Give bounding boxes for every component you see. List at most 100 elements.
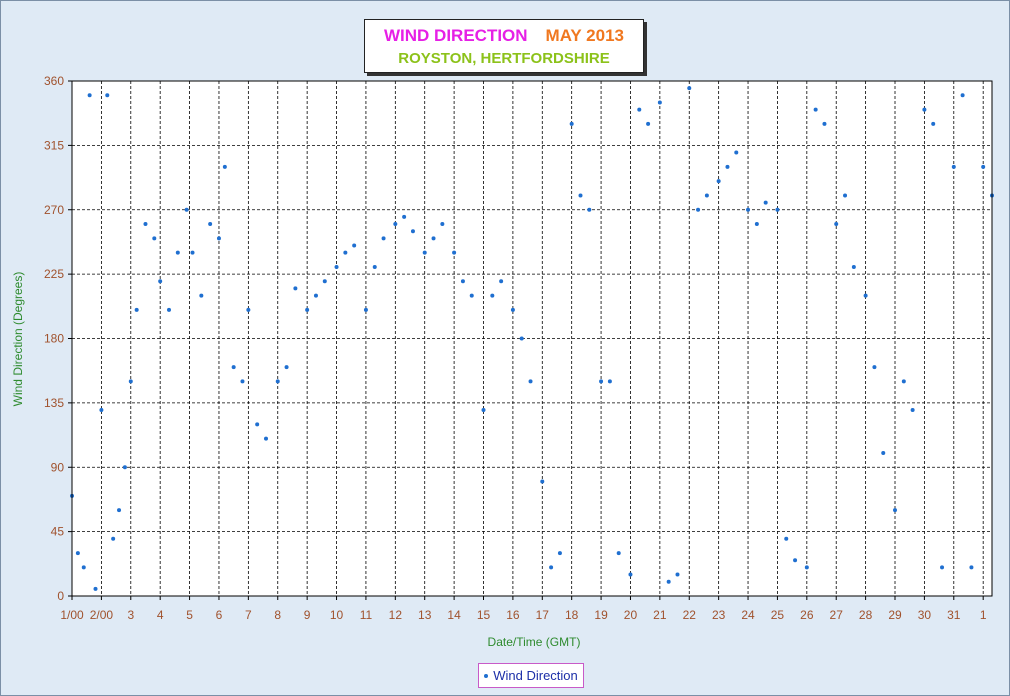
y-tick-label: 90 bbox=[51, 460, 65, 474]
data-point bbox=[637, 107, 642, 112]
x-tick-label: 1 bbox=[980, 608, 987, 622]
data-point bbox=[804, 565, 809, 570]
data-point bbox=[881, 450, 886, 455]
data-point bbox=[166, 307, 171, 312]
data-point bbox=[519, 336, 524, 341]
data-point bbox=[960, 93, 965, 98]
data-point bbox=[440, 222, 445, 227]
data-point bbox=[246, 307, 251, 312]
data-point bbox=[763, 200, 768, 205]
data-point bbox=[231, 365, 236, 370]
x-tick-label: 20 bbox=[624, 608, 638, 622]
data-point bbox=[578, 193, 583, 198]
x-tick-label: 9 bbox=[304, 608, 311, 622]
x-tick-label: 11 bbox=[360, 608, 373, 622]
data-point bbox=[216, 236, 221, 241]
data-point bbox=[901, 379, 906, 384]
data-point bbox=[725, 164, 730, 169]
x-tick-label: 14 bbox=[447, 608, 461, 622]
data-point bbox=[696, 207, 701, 212]
chart-title-box: WIND DIRECTION MAY 2013 ROYSTON, HERTFORD… bbox=[364, 19, 644, 73]
y-tick-label: 225 bbox=[44, 267, 64, 281]
x-tick-label: 28 bbox=[859, 608, 873, 622]
data-point bbox=[75, 551, 80, 556]
data-point bbox=[587, 207, 592, 212]
data-point bbox=[834, 222, 839, 227]
data-point bbox=[675, 572, 680, 577]
data-point bbox=[490, 293, 495, 298]
y-tick-label: 45 bbox=[51, 525, 65, 539]
data-point bbox=[872, 365, 877, 370]
data-point bbox=[199, 293, 204, 298]
x-axis-title: Date/Time (GMT) bbox=[488, 635, 581, 649]
data-point bbox=[111, 536, 116, 541]
data-point bbox=[275, 379, 280, 384]
x-tick-label: 8 bbox=[274, 608, 281, 622]
x-tick-labels: 1/00 2/00 3 4 5 6 7 8 9 10 11 12 13 14 15 16 17 18 19 20 21 2… bbox=[60, 596, 987, 622]
data-point bbox=[616, 551, 621, 556]
x-tick-label: 13 bbox=[418, 608, 432, 622]
data-point bbox=[657, 100, 662, 105]
data-point bbox=[716, 179, 721, 184]
data-point bbox=[263, 436, 268, 441]
data-point bbox=[158, 279, 163, 284]
x-tick-label: 16 bbox=[506, 608, 520, 622]
data-point bbox=[393, 222, 398, 227]
y-tick-label: 180 bbox=[44, 332, 64, 346]
data-point bbox=[775, 207, 780, 212]
x-tick-label: 10 bbox=[330, 608, 344, 622]
data-point bbox=[81, 565, 86, 570]
data-point bbox=[481, 408, 486, 413]
x-tick-label: 21 bbox=[653, 608, 667, 622]
x-tick-label: 26 bbox=[800, 608, 814, 622]
data-point bbox=[569, 121, 574, 126]
y-tick-label: 0 bbox=[57, 589, 64, 603]
data-point bbox=[607, 379, 612, 384]
x-tick-label: 5 bbox=[186, 608, 193, 622]
y-axis-title: Wind Direction (Degrees) bbox=[11, 272, 25, 407]
x-tick-label: 12 bbox=[389, 608, 403, 622]
data-point bbox=[969, 565, 974, 570]
x-tick-label: 27 bbox=[830, 608, 844, 622]
data-point bbox=[122, 465, 127, 470]
data-point bbox=[851, 264, 856, 269]
data-point bbox=[910, 408, 915, 413]
x-tick-label: 25 bbox=[771, 608, 785, 622]
data-point bbox=[940, 565, 945, 570]
chart-title-month: MAY 2013 bbox=[545, 26, 624, 45]
y-tick-label: 270 bbox=[44, 203, 64, 217]
data-point bbox=[128, 379, 133, 384]
x-tick-label: 6 bbox=[216, 608, 223, 622]
data-point bbox=[646, 121, 651, 126]
data-point bbox=[143, 222, 148, 227]
data-point bbox=[284, 365, 289, 370]
x-tick-label: 7 bbox=[245, 608, 252, 622]
data-point bbox=[813, 107, 818, 112]
data-point bbox=[557, 551, 562, 556]
data-point bbox=[734, 150, 739, 155]
data-point bbox=[240, 379, 245, 384]
data-point bbox=[363, 307, 368, 312]
x-tick-label: 19 bbox=[594, 608, 608, 622]
data-point bbox=[528, 379, 533, 384]
data-point bbox=[931, 121, 936, 126]
y-tick-label: 315 bbox=[44, 138, 64, 152]
data-point bbox=[152, 236, 157, 241]
data-point bbox=[540, 479, 545, 484]
data-point bbox=[922, 107, 927, 112]
data-point bbox=[322, 279, 327, 284]
data-point bbox=[175, 250, 180, 255]
legend: Wind Direction bbox=[478, 663, 584, 688]
data-point bbox=[422, 250, 427, 255]
data-point bbox=[117, 508, 122, 513]
data-point bbox=[293, 286, 298, 291]
data-point bbox=[510, 307, 515, 312]
data-point bbox=[754, 222, 759, 227]
data-point bbox=[469, 293, 474, 298]
data-point bbox=[843, 193, 848, 198]
legend-label: Wind Direction bbox=[493, 668, 578, 683]
data-point bbox=[951, 164, 956, 169]
data-point bbox=[87, 93, 92, 98]
data-point bbox=[793, 558, 798, 563]
x-tick-label: 17 bbox=[536, 608, 550, 622]
